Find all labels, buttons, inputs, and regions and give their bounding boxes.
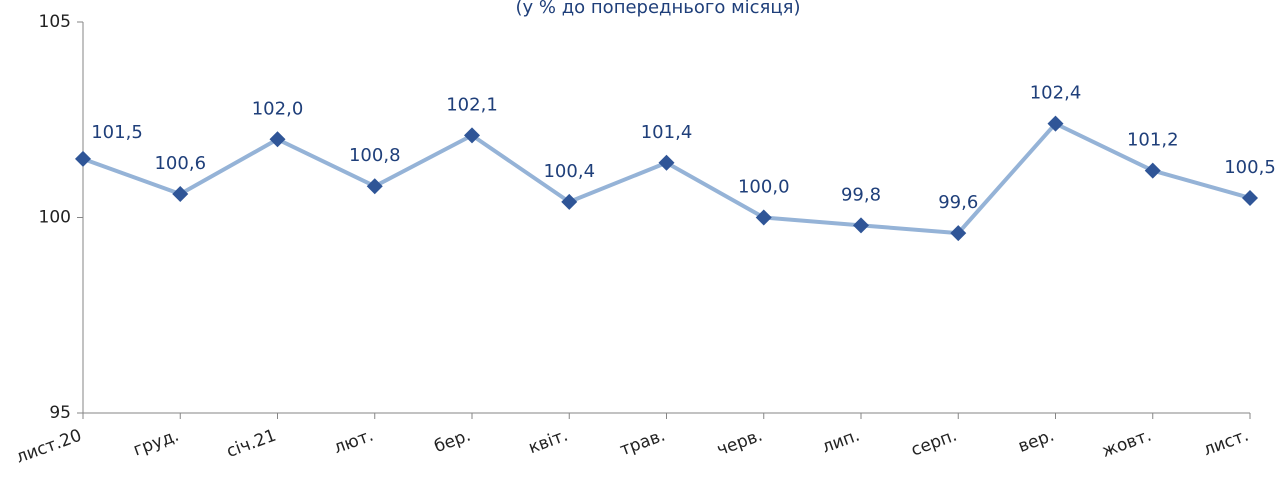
value-label: 101,5 bbox=[91, 122, 143, 143]
value-label: 102,1 bbox=[446, 94, 498, 115]
value-label: 100,6 bbox=[154, 153, 206, 174]
value-label: 99,6 bbox=[938, 192, 978, 213]
marker bbox=[853, 217, 869, 234]
chart-subtitle: (у % до попереднього місяця) bbox=[516, 0, 801, 18]
value-label: 102,4 bbox=[1030, 83, 1082, 104]
x-tick-label: жовт. bbox=[1099, 426, 1154, 462]
value-label: 100,8 bbox=[349, 145, 401, 166]
y-tick-label: 95 bbox=[49, 403, 71, 423]
value-label: 101,4 bbox=[641, 122, 693, 143]
x-tick-label: лист. bbox=[1201, 426, 1252, 461]
y-tick-label: 100 bbox=[39, 208, 71, 228]
x-tick-label: черв. bbox=[714, 426, 765, 461]
x-tick-label: лип. bbox=[819, 426, 862, 458]
marker bbox=[464, 127, 480, 144]
value-label: 100,0 bbox=[738, 177, 790, 198]
x-tick-label: серп. bbox=[909, 426, 960, 461]
marker bbox=[269, 131, 286, 148]
x-tick-label: лист.20 bbox=[13, 426, 84, 468]
value-label: 101,2 bbox=[1127, 130, 1179, 151]
marker bbox=[950, 225, 967, 242]
value-label: 100,4 bbox=[543, 161, 595, 182]
marker bbox=[1047, 115, 1064, 132]
x-tick-label: лют. bbox=[331, 426, 376, 459]
value-label: 100,5 bbox=[1224, 157, 1276, 178]
marker bbox=[172, 186, 189, 203]
marker bbox=[1144, 162, 1161, 179]
value-label: 99,8 bbox=[841, 184, 881, 205]
marker bbox=[1242, 189, 1258, 206]
marker bbox=[366, 178, 383, 195]
marker bbox=[561, 193, 578, 210]
value-label: 102,0 bbox=[252, 98, 304, 119]
marker bbox=[755, 209, 772, 226]
x-tick-label: квіт. bbox=[526, 426, 571, 459]
x-tick-label: бер. bbox=[432, 426, 474, 457]
marker bbox=[75, 150, 91, 167]
x-tick-label: груд. bbox=[131, 426, 182, 461]
marker bbox=[658, 154, 675, 171]
x-tick-label: січ.21 bbox=[224, 426, 279, 462]
x-tick-label: вер. bbox=[1016, 426, 1057, 457]
y-tick-label: 105 bbox=[39, 12, 71, 32]
x-tick-label: трав. bbox=[617, 426, 668, 461]
